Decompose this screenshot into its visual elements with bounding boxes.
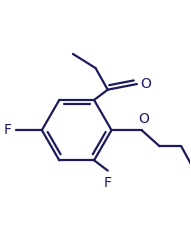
Text: O: O xyxy=(138,112,149,126)
Text: O: O xyxy=(141,77,151,91)
Text: F: F xyxy=(4,123,12,137)
Text: F: F xyxy=(104,176,112,190)
